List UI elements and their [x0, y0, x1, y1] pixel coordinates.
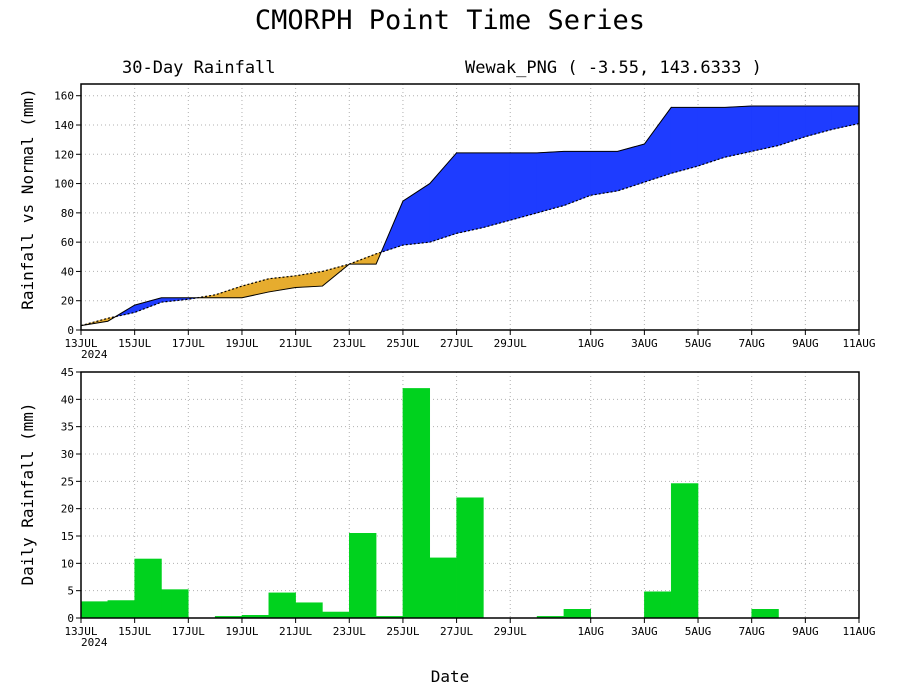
top-x-tick-label: 11AUG	[842, 337, 875, 350]
daily-rainfall-bar	[349, 533, 377, 619]
bottom-x-tick-label: 3AUG	[631, 625, 658, 638]
bottom-y-tick-label: 10	[61, 557, 74, 570]
bottom-y-tick-label: 20	[61, 503, 74, 516]
below-normal-area	[295, 271, 323, 288]
top-y-tick-label: 100	[54, 178, 74, 191]
top-x-tick-label: 9AUG	[792, 337, 819, 350]
bottom-y-tick-label: 0	[67, 612, 74, 625]
above-normal-area	[429, 152, 457, 243]
daily-rainfall-bar	[670, 483, 699, 619]
above-normal-area	[590, 151, 618, 196]
top-y-axis-label: Rainfall vs Normal (mm)	[18, 88, 37, 310]
top-y-tick-label: 120	[54, 148, 74, 161]
daily-rainfall-bar	[80, 601, 109, 619]
top-x-tick-label: 13JUL	[64, 337, 97, 350]
above-normal-area	[483, 152, 511, 228]
above-normal-area	[536, 151, 565, 214]
bottom-x-tick-label: 13JUL	[64, 625, 97, 638]
bottom-x-tick-sublabel: 2024	[81, 636, 108, 649]
bottom-x-tick-label: 19JUL	[225, 625, 258, 638]
top-frame	[80, 83, 860, 331]
bottom-x-tick-label: 23JUL	[333, 625, 366, 638]
bottom-x-tick-label: 9AUG	[792, 625, 819, 638]
bottom-y-tick-label: 45	[61, 366, 74, 379]
top-y-tick-label: 60	[61, 236, 74, 249]
bottom-frame	[80, 371, 860, 619]
above-normal-area	[563, 151, 592, 206]
below-normal-area	[214, 285, 243, 299]
daily-rainfall-bar	[107, 600, 135, 619]
top-x-tick-label: 21JUL	[279, 337, 312, 350]
top-x-tick-label: 19JUL	[225, 337, 258, 350]
top-x-tick-label: 5AUG	[685, 337, 712, 350]
daily-rainfall-bar	[295, 602, 323, 619]
above-normal-area	[617, 143, 645, 192]
chart-title: CMORPH Point Time Series	[255, 5, 645, 36]
daily-rainfall-bar	[322, 611, 350, 619]
bottom-x-tick-label: 25JUL	[386, 625, 419, 638]
above-normal-area	[134, 297, 162, 313]
bottom-x-tick-label: 11AUG	[842, 625, 875, 638]
top-y-tick-label: 140	[54, 119, 74, 132]
above-normal-area	[724, 105, 752, 158]
top-x-tick-label: 27JUL	[440, 337, 473, 350]
daily-rainfall-bar	[161, 589, 189, 619]
bottom-x-tick-label: 21JUL	[279, 625, 312, 638]
top-x-tick-sublabel: 2024	[81, 348, 108, 361]
top-x-tick-label: 1AUG	[577, 337, 604, 350]
top-subtitle-left: 30-Day Rainfall	[122, 58, 276, 78]
daily-rainfall-bar	[644, 591, 672, 619]
above-normal-area	[509, 152, 538, 221]
top-y-tick-label: 160	[54, 90, 74, 103]
above-normal-area	[456, 152, 484, 234]
daily-rainfall-bar	[429, 557, 457, 619]
bottom-y-axis-label: Daily Rainfall (mm)	[18, 402, 37, 585]
daily-rainfall-bar	[268, 592, 296, 619]
x-axis-label: Date	[431, 667, 470, 686]
top-x-tick-label: 15JUL	[118, 337, 151, 350]
bottom-y-tick-label: 5	[67, 585, 74, 598]
top-x-tick-label: 29JUL	[494, 337, 527, 350]
top-x-tick-label: 23JUL	[333, 337, 366, 350]
bottom-y-tick-label: 15	[61, 530, 74, 543]
top-y-tick-label: 80	[61, 207, 74, 220]
daily-rainfall-bar	[402, 388, 431, 619]
normal-cumulative-line	[80, 122, 860, 327]
above-normal-area	[697, 107, 726, 167]
bottom-y-tick-label: 30	[61, 448, 74, 461]
top-y-tick-label: 40	[61, 265, 74, 278]
top-x-tick-label: 25JUL	[386, 337, 419, 350]
bottom-x-tick-label: 29JUL	[494, 625, 527, 638]
bottom-x-tick-label: 5AUG	[685, 625, 712, 638]
daily-rainfall-bar	[456, 497, 484, 619]
top-x-tick-label: 3AUG	[631, 337, 658, 350]
above-normal-area	[778, 105, 806, 146]
bottom-x-tick-label: 7AUG	[738, 625, 765, 638]
bottom-x-tick-label: 27JUL	[440, 625, 473, 638]
above-normal-area	[670, 107, 699, 174]
bottom-x-tick-label: 15JUL	[118, 625, 151, 638]
above-normal-area	[751, 105, 779, 152]
top-subtitle-right: Wewak_PNG ( -3.55, 143.6333 )	[465, 58, 762, 78]
bottom-x-tick-label: 1AUG	[577, 625, 604, 638]
above-normal-area	[805, 105, 833, 138]
top-x-tick-label: 7AUG	[738, 337, 765, 350]
bottom-y-tick-label: 40	[61, 393, 74, 406]
top-y-tick-label: 0	[67, 324, 74, 337]
bottom-y-tick-label: 35	[61, 421, 74, 434]
daily-rainfall-bar	[134, 558, 162, 619]
daily-rainfall-bar	[563, 609, 591, 619]
above-normal-area	[644, 106, 672, 183]
daily-rainfall-bar	[751, 609, 779, 619]
top-x-tick-label: 17JUL	[172, 337, 205, 350]
top-y-tick-label: 20	[61, 295, 74, 308]
bottom-x-tick-label: 17JUL	[172, 625, 205, 638]
bottom-y-tick-label: 25	[61, 475, 74, 488]
actual-cumulative-line	[80, 105, 859, 327]
